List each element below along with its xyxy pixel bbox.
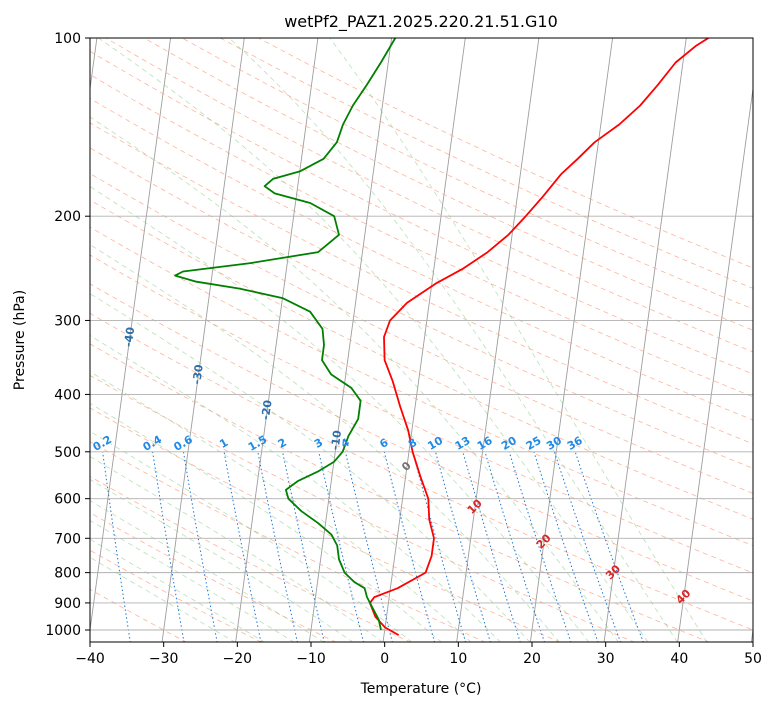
- isotherm-line: [382, 38, 466, 642]
- mixing-ratio-line: [318, 451, 364, 642]
- isotherm-line: [235, 38, 319, 642]
- dry-adiabat-line: [90, 199, 753, 520]
- y-axis-label: Pressure (hPa): [12, 290, 28, 390]
- x-tick-label: 50: [744, 651, 762, 667]
- y-tick-label: 100: [54, 31, 81, 47]
- background-lines: [90, 38, 753, 642]
- dry-adiabat-line: [90, 512, 337, 642]
- mixing-ratio-line: [553, 451, 621, 642]
- x-tick-label: 40: [670, 651, 688, 667]
- y-tick-label: 1000: [45, 623, 81, 639]
- moist-adiabat-line: [90, 556, 236, 642]
- x-tick-label: 10: [449, 651, 467, 667]
- x-tick-label: −40: [75, 651, 105, 667]
- dry-adiabat-line: [90, 549, 262, 642]
- y-tick-label: 800: [54, 566, 81, 582]
- dry-adiabat-line: [90, 254, 753, 574]
- mixing-ratio-line: [533, 451, 599, 642]
- mixing-ratio-line: [484, 451, 545, 642]
- moist-adiabat-line: [90, 186, 590, 642]
- pressure-gridlines: [90, 38, 753, 631]
- dry-adiabat-line: [90, 407, 561, 642]
- line-labels: -100-90-80-70-60-50-40-30-20-10010203040…: [91, 326, 694, 607]
- isotherm-line: [603, 38, 687, 642]
- axes: −40 −30 −20 −10 0 10 20 30 40 50 100 200 300 400 500 60…: [45, 31, 762, 667]
- mixing-ratio-line: [257, 451, 298, 642]
- moist-adiabat-line: [90, 334, 501, 642]
- dry-adiabat-line: [90, 312, 753, 631]
- moist-adiabat-line: [228, 38, 678, 642]
- moist-adiabat-line: [90, 538, 266, 642]
- dry-adiabat-line: [105, 38, 753, 353]
- y-tick-label: 500: [54, 445, 81, 461]
- x-tick-label: −20: [223, 651, 253, 667]
- moist-adiabat-line: [90, 371, 472, 642]
- mixing-ratio-line: [574, 451, 644, 642]
- isotherm-line: [677, 85, 753, 642]
- mixing-ratio-line: [383, 451, 436, 642]
- isotherm-label: -10: [329, 429, 345, 451]
- x-tick-label: −30: [149, 651, 179, 667]
- mixing-ratio-line: [508, 451, 572, 642]
- y-tick-label: 700: [54, 531, 81, 547]
- moist-adiabat-line: [90, 293, 531, 642]
- plot-frame: [89, 37, 754, 643]
- isotherm-line: [456, 38, 540, 642]
- dry-adiabat-line: [90, 147, 753, 469]
- mixing-ratio-line: [282, 451, 325, 642]
- x-tick-label: 20: [523, 651, 541, 667]
- dry-adiabat-line: [90, 374, 636, 642]
- y-tick-label: 900: [54, 596, 81, 612]
- dry-adiabat-line: [90, 74, 753, 398]
- isotherm-label: -20: [259, 399, 275, 421]
- dry-adiabat-line: [90, 343, 710, 642]
- profiles: [174, 38, 709, 636]
- y-tick-label: 600: [54, 492, 81, 508]
- chart-title: wetPf2_PAZ1.2025.220.21.51.G10: [284, 12, 558, 32]
- moist-adiabat-line: [90, 456, 383, 642]
- mixing-ratio-line: [412, 451, 467, 642]
- dry-adiabat-line: [90, 441, 486, 642]
- dry-adiabat-line: [181, 38, 753, 310]
- moist-adiabat-line: [329, 38, 708, 642]
- isotherm-line: [161, 38, 245, 642]
- y-tick-label: 300: [54, 313, 81, 329]
- dewpoint-line: [174, 38, 397, 631]
- moist-adiabat-line: [90, 244, 560, 642]
- moist-adiabat-line: [90, 402, 442, 642]
- mixing-ratio-line: [462, 451, 521, 642]
- x-axis-label: Temperature (°C): [360, 681, 482, 697]
- isotherm-label: -30: [190, 363, 206, 385]
- isotherm-label: -40: [122, 326, 138, 348]
- mixing-ratio-line: [435, 451, 491, 642]
- x-tick-label: −10: [296, 651, 326, 667]
- moist-adiabat-line: [90, 479, 354, 642]
- x-tick-label: 0: [380, 651, 389, 667]
- isotherm-line: [90, 38, 172, 634]
- y-tick-label: 400: [54, 387, 81, 403]
- mixing-ratio-line: [344, 451, 393, 642]
- y-tick-label: 200: [54, 209, 81, 225]
- mixing-ratio-line: [102, 451, 131, 642]
- temperature-line: [369, 38, 709, 636]
- x-tick-label: 30: [597, 651, 615, 667]
